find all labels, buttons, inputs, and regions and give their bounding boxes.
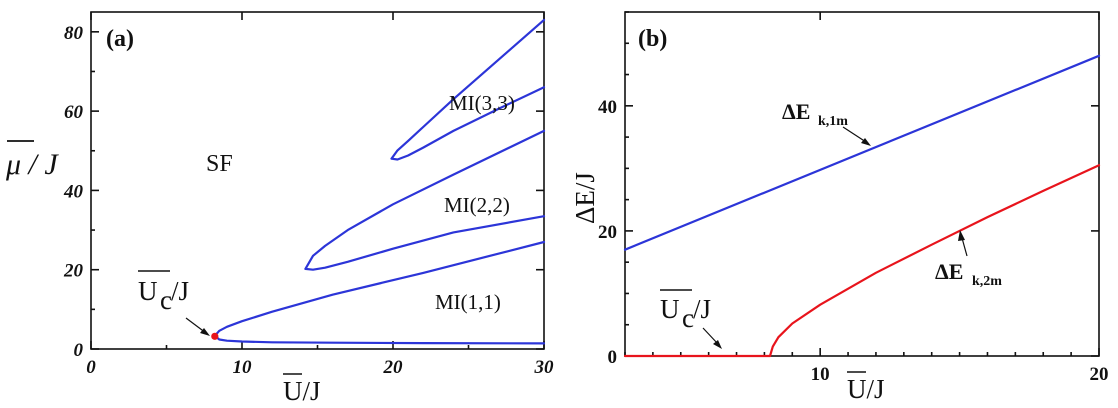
delta-e-2m-arrow-line	[961, 237, 968, 257]
mi11-region-label: MI(1,1)	[435, 290, 501, 314]
x-tick-label: 30	[534, 357, 555, 378]
delta-e-2m-arrow-head	[958, 230, 965, 241]
panel-b-curves	[623, 54, 1101, 358]
delta-e-2m-label: ΔE	[935, 259, 963, 284]
y-tick-label: 0	[608, 347, 618, 368]
delta-e-2m-annotation: ΔE k,2m	[935, 230, 1002, 289]
panel-b-xlabel-text: U/J	[847, 374, 885, 404]
y-tick-label: 20	[598, 222, 617, 243]
y-tick-label: 20	[63, 261, 84, 282]
delta-e-1m-subscript: k,1m	[818, 114, 848, 129]
critical-point-marker	[211, 332, 219, 340]
uc-label-u: U	[138, 276, 158, 306]
x-tick-label: 10	[811, 364, 830, 385]
panel-b-tick-labels: 10 20 0 20 40	[598, 97, 1109, 385]
x-tick-label: 20	[1090, 364, 1109, 385]
x-tick-label: 20	[383, 357, 404, 378]
y-tick-label: 40	[598, 97, 617, 118]
x-tick-label: 10	[233, 357, 253, 378]
sf-region-label: SF	[206, 151, 233, 177]
panel-a-ylabel: μ / J	[5, 140, 59, 181]
mi-2-2-lobe-curve	[304, 129, 546, 271]
mi22-region-label: MI(2,2)	[444, 193, 510, 217]
mi33-region-label: MI(3,3)	[449, 91, 515, 115]
delta-e-k-1m-curve	[623, 54, 1101, 251]
y-tick-label: 0	[74, 340, 84, 361]
panel-b-frame	[624, 11, 1100, 357]
uc-b-label-sub: c	[682, 303, 694, 333]
panel-a-xlabel-text: U/J	[283, 376, 321, 406]
panel-b-ylabel: ΔE/J	[570, 172, 600, 224]
uc-label-sub: c	[160, 285, 172, 315]
y-tick-label: 80	[64, 23, 84, 44]
uc-arrow-head	[200, 328, 210, 336]
panel-b-critical-annotation: U c /J	[660, 289, 722, 349]
delta-e-2m-subscript: k,2m	[972, 274, 1002, 289]
mi-3-3-lobe-curve	[390, 18, 546, 161]
panel-b-label: (b)	[638, 26, 667, 52]
delta-e-1m-arrow-head	[861, 138, 871, 146]
uc-b-label-u: U	[660, 294, 680, 324]
delta-e-1m-label: ΔE	[782, 99, 810, 124]
delta-e-1m-arrow-line	[842, 126, 867, 143]
y-tick-label: 60	[64, 102, 84, 123]
uc-b-arrow-head	[713, 340, 722, 349]
uc-label-rest: /J	[171, 276, 189, 306]
panel-a-tick-labels: 0 10 20 30 0 20 40 60 80	[63, 23, 554, 378]
panel-a-xlabel: U/J	[283, 373, 321, 406]
delta-e-k-2m-curve	[623, 164, 1101, 358]
panel-b-xlabel: U/J	[847, 371, 885, 404]
panel-a-ticks	[90, 12, 545, 350]
uc-b-label-rest: /J	[693, 294, 711, 324]
delta-e-1m-annotation: ΔE k,1m	[782, 99, 871, 146]
uc-b-arrow-line	[702, 327, 719, 345]
panel-a-critical-annotation: U c /J	[138, 270, 210, 336]
y-tick-label: 40	[63, 181, 84, 202]
panel-a-ylabel-text: μ / J	[5, 148, 59, 181]
panel-a-label: (a)	[106, 26, 134, 52]
x-tick-label: 0	[86, 357, 96, 378]
